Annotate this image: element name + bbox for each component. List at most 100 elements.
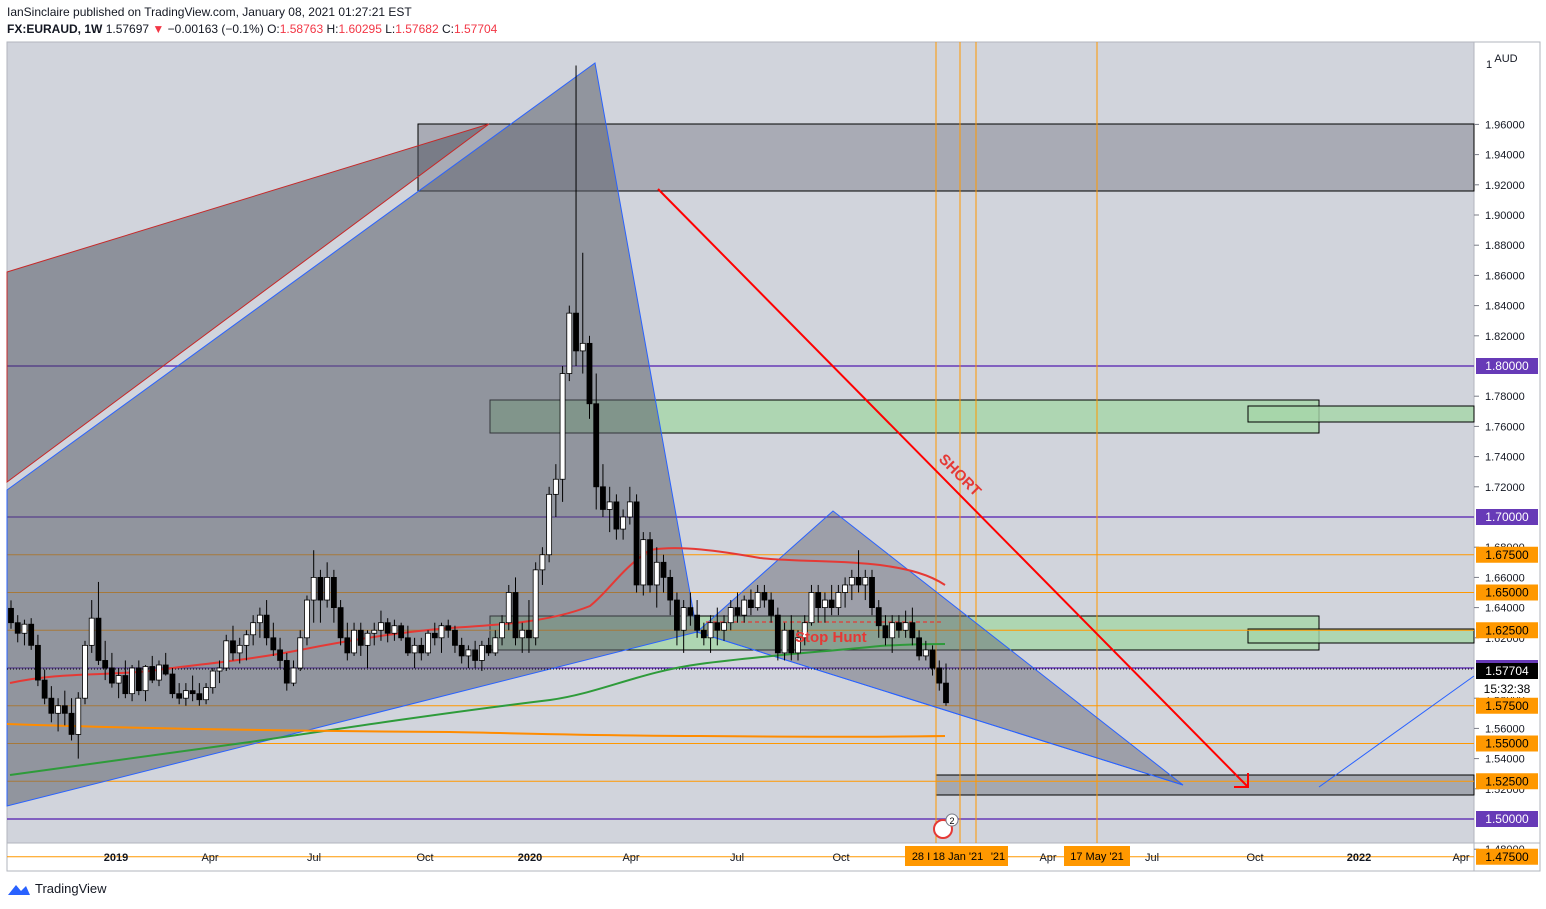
candle[interactable] bbox=[418, 644, 425, 654]
candle[interactable] bbox=[142, 666, 149, 692]
candle[interactable] bbox=[566, 312, 573, 374]
symbol-label[interactable]: FX:EURAUD, 1W bbox=[7, 22, 103, 36]
candle[interactable] bbox=[499, 622, 505, 639]
candle[interactable] bbox=[317, 577, 324, 601]
resistance-zone-green-ext[interactable] bbox=[1247, 405, 1475, 423]
candle[interactable] bbox=[909, 622, 916, 639]
candle[interactable] bbox=[297, 637, 304, 669]
candle[interactable] bbox=[115, 675, 122, 684]
candle[interactable] bbox=[270, 637, 277, 651]
candle[interactable] bbox=[41, 679, 48, 699]
candle[interactable] bbox=[14, 622, 21, 634]
candle[interactable] bbox=[156, 664, 162, 681]
candle[interactable] bbox=[774, 614, 781, 654]
candle[interactable] bbox=[694, 614, 701, 631]
candle[interactable] bbox=[640, 539, 647, 586]
candle[interactable] bbox=[230, 640, 236, 654]
candle[interactable] bbox=[667, 577, 674, 601]
candle[interactable] bbox=[862, 577, 869, 586]
candle[interactable] bbox=[21, 623, 28, 634]
candle[interactable] bbox=[371, 629, 378, 634]
candle[interactable] bbox=[478, 644, 485, 661]
candle[interactable] bbox=[378, 622, 384, 631]
tradingview-footer[interactable]: TradingView bbox=[7, 881, 107, 896]
candle[interactable] bbox=[526, 629, 532, 639]
candle[interactable] bbox=[223, 640, 230, 669]
candle[interactable] bbox=[828, 599, 835, 608]
target-zone[interactable] bbox=[935, 774, 1475, 796]
candle[interactable] bbox=[848, 577, 855, 586]
candle[interactable] bbox=[552, 478, 559, 495]
candle[interactable] bbox=[916, 637, 922, 657]
candle[interactable] bbox=[357, 629, 364, 646]
candle[interactable] bbox=[189, 690, 196, 695]
candle[interactable] bbox=[485, 644, 492, 654]
candle[interactable] bbox=[465, 649, 472, 657]
orange-moving-average[interactable] bbox=[6, 723, 946, 738]
candle[interactable] bbox=[546, 493, 553, 556]
candle[interactable] bbox=[196, 693, 203, 701]
candle[interactable] bbox=[176, 693, 183, 699]
candle[interactable] bbox=[55, 705, 61, 714]
candle[interactable] bbox=[472, 649, 479, 661]
candle[interactable] bbox=[135, 667, 142, 692]
candle[interactable] bbox=[102, 660, 109, 669]
candle[interactable] bbox=[754, 592, 761, 609]
candle[interactable] bbox=[263, 614, 270, 639]
candle[interactable] bbox=[169, 673, 176, 695]
candle[interactable] bbox=[768, 599, 775, 616]
candle[interactable] bbox=[364, 632, 371, 646]
candle[interactable] bbox=[162, 664, 169, 675]
candle[interactable] bbox=[398, 625, 405, 639]
candle[interactable] bbox=[586, 342, 593, 405]
candle[interactable] bbox=[714, 622, 721, 631]
support-zone-green-ext[interactable] bbox=[1247, 628, 1475, 644]
candle[interactable] bbox=[835, 592, 842, 609]
candle[interactable] bbox=[579, 342, 586, 352]
candle[interactable] bbox=[203, 687, 209, 701]
candle[interactable] bbox=[573, 312, 579, 352]
triangle-red-left[interactable] bbox=[6, 123, 490, 483]
candle[interactable] bbox=[68, 712, 75, 735]
candle[interactable] bbox=[182, 690, 189, 699]
candle[interactable] bbox=[431, 632, 438, 639]
candle[interactable] bbox=[519, 629, 526, 639]
candle[interactable] bbox=[613, 501, 620, 530]
candle[interactable] bbox=[492, 637, 499, 654]
short-arrow-line[interactable] bbox=[657, 188, 1249, 788]
candle[interactable] bbox=[559, 373, 566, 480]
candle[interactable] bbox=[344, 637, 351, 654]
candle[interactable] bbox=[243, 634, 250, 646]
candle[interactable] bbox=[438, 625, 445, 639]
candle[interactable] bbox=[882, 625, 889, 639]
candle[interactable] bbox=[8, 607, 14, 624]
candle[interactable] bbox=[748, 599, 754, 608]
candle[interactable] bbox=[741, 599, 748, 616]
candle[interactable] bbox=[384, 622, 391, 634]
candle[interactable] bbox=[869, 577, 875, 609]
candle[interactable] bbox=[149, 666, 156, 681]
candle[interactable] bbox=[822, 599, 828, 608]
candle[interactable] bbox=[61, 705, 68, 714]
candle[interactable] bbox=[889, 622, 896, 639]
candle[interactable] bbox=[700, 629, 707, 639]
candle[interactable] bbox=[310, 577, 317, 601]
candle[interactable] bbox=[943, 682, 949, 704]
candle[interactable] bbox=[936, 667, 943, 684]
candle[interactable] bbox=[351, 629, 357, 654]
candle[interactable] bbox=[929, 649, 936, 669]
candle[interactable] bbox=[108, 667, 115, 684]
candle[interactable] bbox=[28, 623, 35, 646]
candle[interactable] bbox=[337, 607, 344, 639]
candle[interactable] bbox=[781, 629, 788, 654]
candle[interactable] bbox=[727, 607, 734, 624]
candle[interactable] bbox=[256, 614, 263, 624]
candle[interactable] bbox=[82, 644, 88, 699]
candle[interactable] bbox=[660, 561, 667, 578]
candle[interactable] bbox=[532, 569, 539, 639]
candle[interactable] bbox=[48, 697, 55, 714]
candle[interactable] bbox=[815, 592, 822, 609]
candle[interactable] bbox=[95, 617, 102, 661]
candle[interactable] bbox=[626, 501, 633, 518]
